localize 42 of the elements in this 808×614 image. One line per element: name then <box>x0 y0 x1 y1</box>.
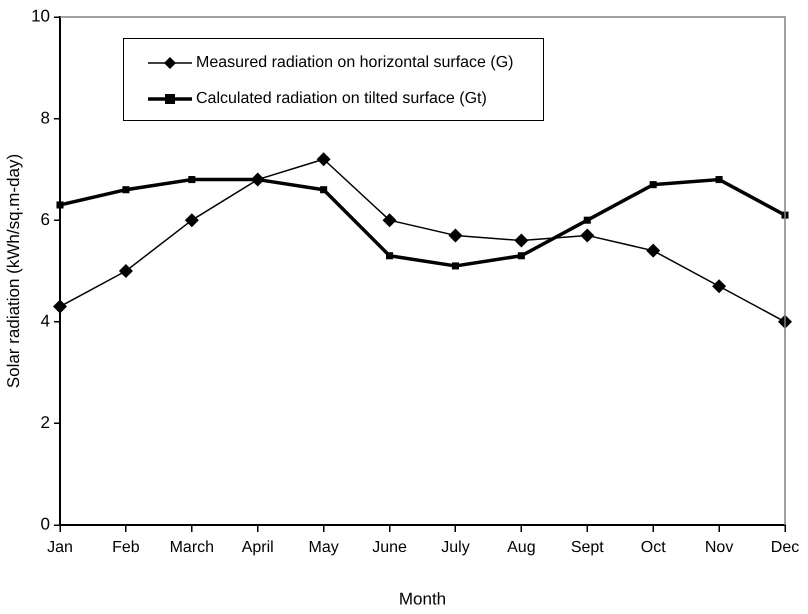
point <box>53 300 67 314</box>
x-tick-label: Aug <box>507 539 536 556</box>
point <box>452 262 459 270</box>
point <box>712 279 726 294</box>
point <box>448 228 462 242</box>
x-tick-label: Oct <box>640 539 666 556</box>
point <box>646 244 660 258</box>
y-tick-label: 2 <box>40 413 50 432</box>
y-tick-label: 0 <box>40 514 50 534</box>
point <box>514 234 528 248</box>
point <box>650 181 657 188</box>
x-tick-label: March <box>170 539 214 556</box>
point <box>118 264 133 278</box>
y-axis-title: Solar radiation (kWh/sq.m-day) <box>4 154 23 388</box>
x-tick-label: Nov <box>704 539 734 556</box>
point <box>316 152 331 166</box>
point <box>716 176 723 184</box>
point <box>518 252 525 260</box>
y-tick-label: 10 <box>31 6 50 26</box>
point <box>580 228 594 242</box>
point <box>184 213 199 228</box>
y-tick-label: 4 <box>40 311 50 330</box>
point <box>382 213 397 228</box>
x-tick-label: July <box>441 539 470 556</box>
y-tick-label: 8 <box>40 108 50 128</box>
point <box>386 252 394 260</box>
legend-label: Measured radiation on horizontal surface (G) <box>196 54 514 72</box>
point <box>56 201 64 208</box>
point <box>320 186 328 194</box>
y-tick-label: 6 <box>40 210 50 229</box>
point <box>188 176 196 184</box>
x-tick-label: May <box>308 539 339 556</box>
x-tick-label: June <box>372 539 407 556</box>
x-tick-label: April <box>242 539 274 556</box>
point <box>122 186 130 194</box>
x-tick-label: Dec <box>770 539 800 556</box>
point <box>584 216 591 224</box>
x-tick-label: Feb <box>112 539 140 556</box>
x-tick-label: Sept <box>570 539 604 556</box>
legend-label: Calculated radiation on tilted surface (Gt) <box>196 90 487 108</box>
x-tick-label: Jan <box>47 539 73 556</box>
x-axis-title: Month <box>398 589 446 608</box>
